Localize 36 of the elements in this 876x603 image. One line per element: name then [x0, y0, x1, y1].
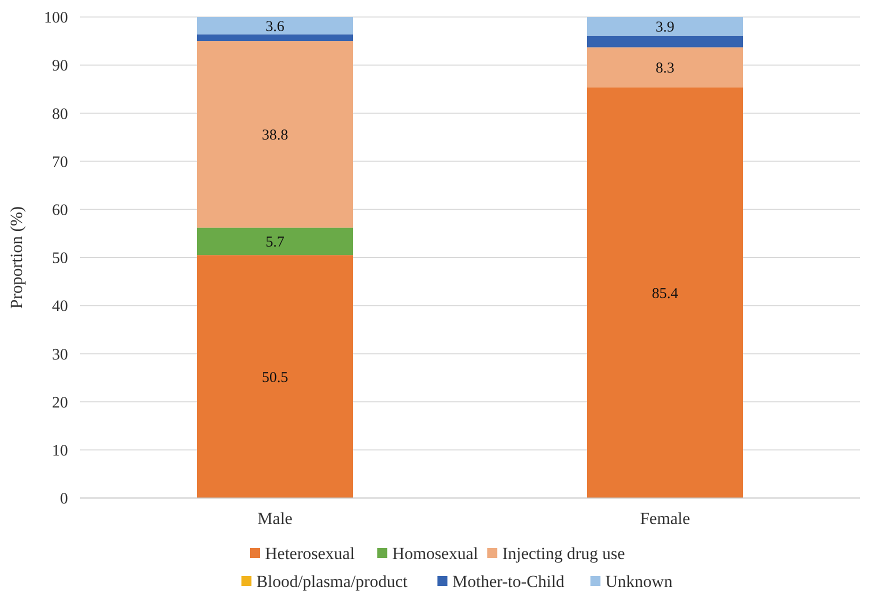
data-label: 85.4 [652, 286, 679, 302]
x-tick-label: Female [640, 509, 690, 528]
data-label: 5.7 [266, 234, 285, 251]
data-label: 3.9 [656, 20, 674, 36]
y-tick-label: 90 [52, 58, 68, 75]
data-label: 50.5 [262, 370, 288, 386]
bar [197, 228, 353, 256]
legend-label: Blood/plasma/product [256, 572, 408, 591]
y-tick-label: 10 [52, 442, 68, 460]
data-label: 3.6 [266, 18, 285, 35]
bar [197, 255, 353, 498]
bar [587, 47, 743, 88]
bar [587, 87, 743, 498]
legend-label: Heterosexual [265, 544, 355, 563]
bar [197, 17, 353, 34]
y-tick-label: 70 [52, 154, 68, 171]
data-label: 38.8 [262, 128, 288, 144]
y-tick-label: 30 [52, 346, 68, 364]
bar [197, 41, 353, 228]
legend-label: Unknown [605, 572, 673, 591]
y-tick-label: 20 [52, 394, 68, 412]
legend-label: Mother-to-Child [452, 572, 565, 591]
y-tick-label: 60 [52, 202, 68, 219]
data-label: 8.3 [656, 60, 674, 77]
bar [587, 36, 743, 48]
x-tick-label: Male [258, 509, 292, 528]
y-tick-label: 100 [44, 10, 68, 27]
legend-label: Homosexual [392, 544, 478, 563]
y-tick-label: 0 [60, 490, 68, 508]
y-tick-label: 50 [52, 250, 68, 268]
y-tick-label: 80 [52, 106, 68, 123]
y-axis-title: Proportion (%) [7, 206, 26, 309]
y-tick-label: 40 [52, 298, 68, 316]
bar [587, 17, 743, 36]
bar [197, 34, 353, 42]
legend-label: Injecting drug use [502, 544, 625, 563]
